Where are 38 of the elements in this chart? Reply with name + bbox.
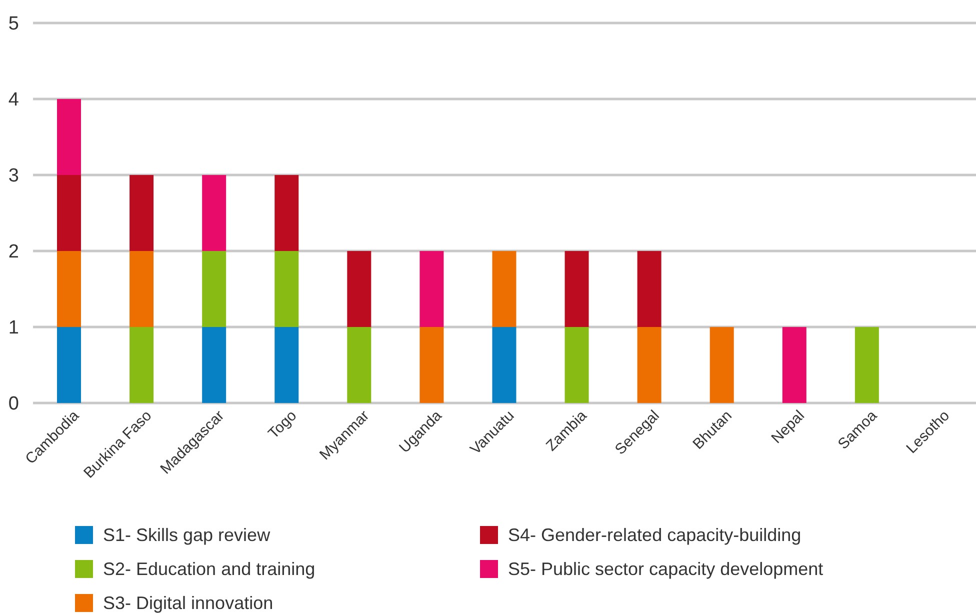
bar [420, 327, 444, 403]
bar [710, 327, 734, 403]
bar [57, 99, 81, 175]
bar [57, 327, 81, 403]
bar [57, 175, 81, 251]
legend-label: S3- Digital innovation [103, 592, 274, 613]
legend-label: S1- Skills gap review [103, 524, 270, 546]
x-tick-label: Togo [265, 407, 300, 442]
bar [274, 327, 299, 403]
bar [202, 327, 226, 403]
bar [130, 251, 154, 327]
bar [492, 251, 516, 327]
bar [274, 251, 299, 327]
bar [564, 251, 589, 327]
bar [637, 251, 662, 327]
y-tick-label: 2 [8, 242, 19, 263]
bar [782, 327, 806, 403]
legend-label: S2- Education and training [103, 558, 316, 580]
legend-label: S5- Public sector capacity development [508, 558, 824, 580]
bar [347, 251, 372, 327]
bar [637, 327, 662, 403]
bar [57, 251, 81, 327]
y-tick-label: 0 [8, 394, 19, 415]
bar [274, 175, 299, 251]
y-tick-label: 5 [8, 14, 19, 35]
y-tick-label: 1 [8, 318, 19, 339]
bar [854, 327, 879, 403]
bar [202, 251, 226, 327]
bar [347, 327, 372, 403]
bar [130, 175, 154, 251]
legend-label: S4- Gender-related capacity-building [508, 524, 802, 546]
y-tick-label: 4 [8, 90, 20, 111]
y-tick-label: 3 [8, 166, 19, 187]
bar [420, 251, 444, 327]
bar [564, 327, 589, 403]
bar [202, 175, 226, 251]
bar [130, 327, 154, 403]
bar [492, 327, 516, 403]
